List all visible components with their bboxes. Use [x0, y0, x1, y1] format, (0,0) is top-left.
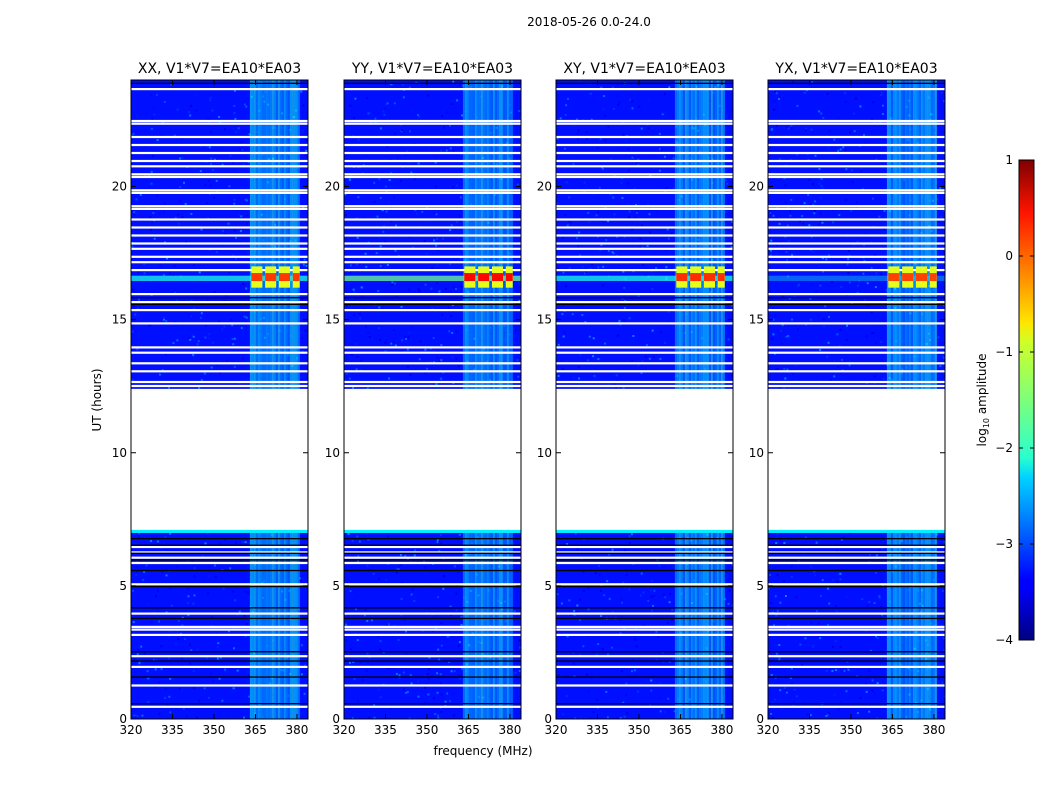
x-tick-label: 365: [881, 723, 904, 737]
x-tick-label: 380: [922, 723, 945, 737]
rfi-burst-peak: [251, 273, 263, 282]
panel-title: XX, V1*V7=EA10*EA03: [138, 61, 301, 77]
panel-frame: [767, 79, 946, 720]
colorbar-label-rest: amplitude: [975, 354, 989, 418]
y-tick-label: 15: [749, 313, 764, 327]
y-tick-label: 10: [112, 446, 127, 460]
rfi-burst-broadband: [344, 275, 521, 281]
x-tick-label: 365: [244, 723, 267, 737]
x-tick-label: 365: [457, 723, 480, 737]
colorbar-tick-label: 0: [1005, 249, 1013, 263]
rfi-burst-peak: [478, 273, 490, 282]
rfi-burst-peak: [902, 273, 914, 282]
x-tick-label: 380: [498, 723, 521, 737]
colorbar-tick-label: 1: [1005, 153, 1013, 167]
y-tick-label: 15: [112, 313, 127, 327]
y-tick-label: 15: [325, 313, 340, 327]
y-tick-label: 15: [537, 313, 552, 327]
y-tick-label: 5: [119, 579, 127, 593]
y-tick-label: 10: [537, 446, 552, 460]
x-tick-label: 365: [669, 723, 692, 737]
colorbar-tick-label: −4: [995, 633, 1013, 647]
rfi-burst-broadband: [556, 275, 733, 281]
y-tick-label: 5: [756, 579, 764, 593]
heatmap-cells: [556, 80, 733, 719]
rfi-burst-peak: [464, 273, 476, 282]
y-tick-label: 20: [112, 180, 127, 194]
rfi-burst-peak: [265, 273, 277, 282]
rfi-burst-peak: [717, 273, 725, 282]
x-tick-label: 320: [545, 723, 568, 737]
panel-3: YX, V1*V7=EA10*EA03 320 335 350 365 380 0 5 10 15…: [749, 61, 946, 737]
x-tick-label: 335: [161, 723, 184, 737]
y-tick-label: 0: [756, 712, 764, 726]
y-tick-label: 20: [325, 180, 340, 194]
data-gap: [556, 388, 733, 530]
rfi-burst-broadband: [131, 275, 308, 281]
colorbar-label-base: log: [975, 428, 989, 446]
panel-frame: [343, 79, 522, 720]
colorbar: log10 amplitude 10−1−2−3−4: [975, 153, 1035, 647]
x-tick-label: 335: [374, 723, 397, 737]
rfi-burst-peak: [915, 273, 928, 282]
panel-1: YY, V1*V7=EA10*EA03 320 335 350 365 380 0 5 10 15…: [325, 61, 522, 737]
x-tick-label: 350: [203, 723, 226, 737]
y-tick-label: 0: [332, 712, 340, 726]
x-tick-label: 320: [757, 723, 780, 737]
x-tick-label: 320: [333, 723, 356, 737]
x-axis-label: frequency (MHz): [433, 744, 532, 758]
y-tick-label: 10: [749, 446, 764, 460]
heatmap-cells: [768, 80, 945, 719]
rfi-burst-peak: [929, 273, 937, 282]
x-tick-label: 350: [416, 723, 439, 737]
panel-title: XY, V1*V7=EA10*EA03: [563, 61, 725, 77]
panel-2: XY, V1*V7=EA10*EA03 320 335 350 365 380 0 5 10 15…: [537, 61, 734, 737]
rfi-burst-peak: [703, 273, 716, 282]
y-tick-label: 5: [332, 579, 340, 593]
x-tick-label: 380: [285, 723, 308, 737]
colorbar-tick-label: −3: [995, 537, 1013, 551]
colorbar-tick-label: −2: [995, 441, 1013, 455]
heatmap-cells: [131, 80, 308, 719]
rfi-burst-peak: [292, 273, 300, 282]
y-tick-label: 20: [749, 180, 764, 194]
y-tick-label: 0: [119, 712, 127, 726]
panel-title: YX, V1*V7=EA10*EA03: [774, 61, 937, 77]
figure-suptitle: 2018-05-26 0.0-24.0: [527, 15, 651, 29]
y-tick-label: 5: [544, 579, 552, 593]
x-tick-label: 335: [798, 723, 821, 737]
y-tick-label: 20: [537, 180, 552, 194]
x-tick-label: 350: [628, 723, 651, 737]
colorbar-label-sub: 10: [982, 418, 991, 428]
rfi-burst-peak: [676, 273, 688, 282]
rfi-burst-peak: [505, 273, 513, 282]
panel-frame: [130, 79, 309, 720]
x-tick-label: 320: [120, 723, 143, 737]
rfi-burst-broadband: [768, 275, 945, 281]
panels-group: XX, V1*V7=EA10*EA03 320 335 350 365 380 0 5 10 15…: [112, 61, 946, 737]
y-axis-label: UT (hours): [90, 368, 104, 431]
colorbar-gradient: [1018, 159, 1035, 641]
data-gap: [131, 388, 308, 530]
rfi-burst-peak: [491, 273, 504, 282]
rfi-burst-peak: [278, 273, 291, 282]
x-tick-label: 350: [840, 723, 863, 737]
y-tick-label: 10: [325, 446, 340, 460]
data-gap: [344, 388, 521, 530]
panel-0: XX, V1*V7=EA10*EA03 320 335 350 365 380 0 5 10 15…: [112, 61, 309, 737]
colorbar-tick-label: −1: [995, 345, 1013, 359]
x-tick-label: 335: [586, 723, 609, 737]
x-tick-label: 380: [710, 723, 733, 737]
panel-frame: [555, 79, 734, 720]
panel-title: YY, V1*V7=EA10*EA03: [351, 61, 513, 77]
y-tick-label: 0: [544, 712, 552, 726]
colorbar-label: log10 amplitude: [975, 354, 991, 447]
heatmap-cells: [344, 80, 521, 719]
rfi-burst-peak: [690, 273, 702, 282]
rfi-burst-peak: [888, 273, 900, 282]
data-gap: [768, 388, 945, 530]
